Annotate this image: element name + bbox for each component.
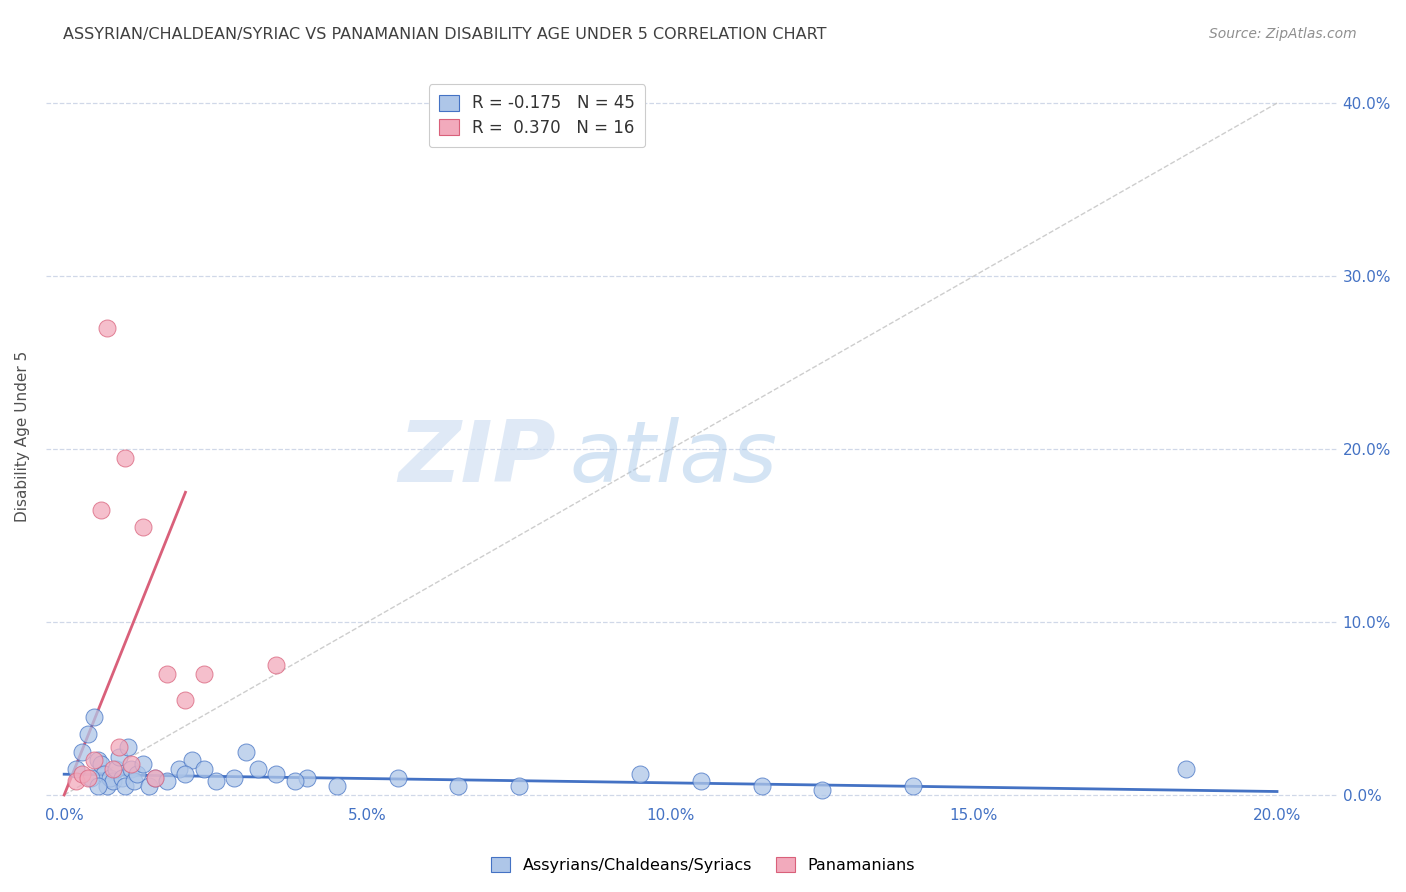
Point bbox=[247, 762, 270, 776]
Point bbox=[104, 762, 127, 776]
Y-axis label: Disability Age Under 5: Disability Age Under 5 bbox=[15, 351, 30, 522]
Point bbox=[156, 666, 179, 681]
Point bbox=[690, 774, 713, 789]
Point bbox=[901, 780, 924, 794]
Point bbox=[751, 780, 773, 794]
Point bbox=[72, 767, 94, 781]
Point bbox=[90, 502, 112, 516]
Point bbox=[96, 321, 118, 335]
Point bbox=[93, 767, 115, 781]
Text: atlas: atlas bbox=[569, 417, 778, 500]
Point bbox=[284, 774, 307, 789]
Point bbox=[180, 753, 202, 767]
Point bbox=[120, 762, 142, 776]
Point bbox=[65, 762, 87, 776]
Point bbox=[98, 771, 121, 785]
Point bbox=[120, 756, 142, 771]
Point bbox=[174, 693, 197, 707]
Point bbox=[96, 780, 118, 794]
Text: ASSYRIAN/CHALDEAN/SYRIAC VS PANAMANIAN DISABILITY AGE UNDER 5 CORRELATION CHART: ASSYRIAN/CHALDEAN/SYRIAC VS PANAMANIAN D… bbox=[63, 27, 827, 42]
Point bbox=[138, 780, 160, 794]
Point bbox=[222, 771, 245, 785]
Point bbox=[132, 756, 155, 771]
Point bbox=[111, 771, 134, 785]
Legend: Assyrians/Chaldeans/Syriacs, Panamanians: Assyrians/Chaldeans/Syriacs, Panamanians bbox=[484, 851, 922, 880]
Point bbox=[101, 774, 124, 789]
Point bbox=[628, 767, 651, 781]
Point bbox=[114, 450, 136, 465]
Point bbox=[387, 771, 409, 785]
Point bbox=[204, 774, 226, 789]
Point bbox=[169, 762, 191, 776]
Point bbox=[193, 666, 215, 681]
Point bbox=[295, 771, 318, 785]
Point bbox=[235, 745, 257, 759]
Point bbox=[90, 756, 112, 771]
Point bbox=[65, 774, 87, 789]
Text: ZIP: ZIP bbox=[398, 417, 557, 500]
Point bbox=[132, 520, 155, 534]
Point bbox=[266, 658, 288, 673]
Point bbox=[125, 767, 148, 781]
Point bbox=[114, 780, 136, 794]
Point bbox=[1175, 762, 1198, 776]
Point bbox=[83, 753, 105, 767]
Point bbox=[80, 771, 103, 785]
Text: Source: ZipAtlas.com: Source: ZipAtlas.com bbox=[1209, 27, 1357, 41]
Point bbox=[107, 739, 129, 754]
Point bbox=[811, 782, 834, 797]
Point bbox=[143, 771, 166, 785]
Point bbox=[83, 710, 105, 724]
Point bbox=[107, 750, 129, 764]
Point bbox=[77, 771, 100, 785]
Point bbox=[156, 774, 179, 789]
Point bbox=[101, 762, 124, 776]
Point bbox=[508, 780, 530, 794]
Point bbox=[86, 780, 108, 794]
Point bbox=[77, 727, 100, 741]
Point bbox=[117, 739, 139, 754]
Point bbox=[447, 780, 470, 794]
Point bbox=[266, 767, 288, 781]
Point bbox=[326, 780, 349, 794]
Point bbox=[86, 753, 108, 767]
Point bbox=[72, 745, 94, 759]
Point bbox=[174, 767, 197, 781]
Point bbox=[193, 762, 215, 776]
Point bbox=[143, 771, 166, 785]
Point bbox=[122, 774, 145, 789]
Legend: R = -0.175   N = 45, R =  0.370   N = 16: R = -0.175 N = 45, R = 0.370 N = 16 bbox=[429, 84, 645, 147]
